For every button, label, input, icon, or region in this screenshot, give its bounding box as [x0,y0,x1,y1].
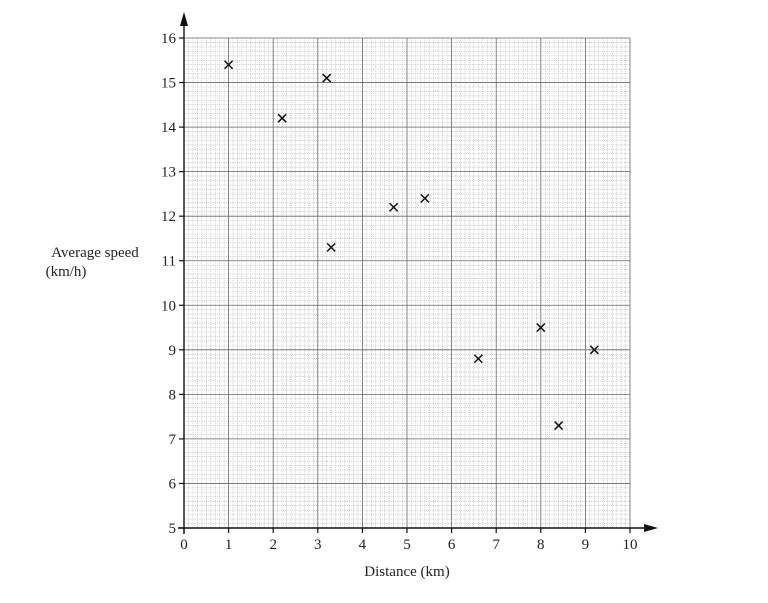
y-tick-label: 12 [161,209,176,225]
cross-marker-stroke [224,60,234,70]
data-point [589,345,599,355]
y-axis-label-line-1: Average speed [51,245,139,261]
data-point [554,421,564,431]
cross-marker-stroke [389,202,399,212]
y-tick-label: 11 [162,254,176,270]
y-tick-label: 5 [169,521,177,537]
data-points [224,60,599,431]
data-point [224,60,234,70]
cross-marker-stroke [322,73,332,83]
data-point [473,354,483,364]
data-point [536,323,546,333]
cross-marker-stroke [589,345,599,355]
y-tick-label: 7 [169,432,177,448]
x-tick-label: 8 [537,537,545,553]
data-point [322,73,332,83]
x-axis-arrow-icon [644,524,658,532]
y-tick-label: 8 [169,387,177,403]
x-tick-label: 9 [582,537,590,553]
data-point [389,202,399,212]
x-tick-label: 2 [269,537,277,553]
axes [178,12,658,534]
y-tick-label: 10 [161,298,176,314]
x-tick-label: 1 [225,537,233,553]
x-axis-label: Distance (km) [364,564,449,580]
x-tick-label: 5 [403,537,411,553]
cross-marker-stroke [277,113,287,123]
data-point [277,113,287,123]
y-tick-label: 15 [161,76,176,92]
cross-marker-stroke [326,242,336,252]
y-tick-label: 14 [161,120,177,136]
x-tick-label: 6 [448,537,456,553]
x-tick-label: 7 [492,537,500,553]
cross-marker-stroke [536,323,546,333]
x-tick-label: 3 [314,537,322,553]
y-axis-label-line-2: (km/h) [46,264,87,280]
y-tick-label: 6 [169,476,177,492]
y-tick-label: 13 [161,165,176,181]
y-tick-label: 16 [161,31,177,47]
y-axis-arrow-icon [180,12,188,26]
cross-marker-stroke [420,193,430,203]
y-tick-label: 9 [169,343,177,359]
x-tick-label: 0 [180,537,188,553]
data-point [326,242,336,252]
data-point [420,193,430,203]
cross-marker-stroke [554,421,564,431]
x-tick-label: 10 [623,537,638,553]
cross-marker-stroke [473,354,483,364]
grid [184,37,631,528]
x-tick-label: 4 [359,537,367,553]
